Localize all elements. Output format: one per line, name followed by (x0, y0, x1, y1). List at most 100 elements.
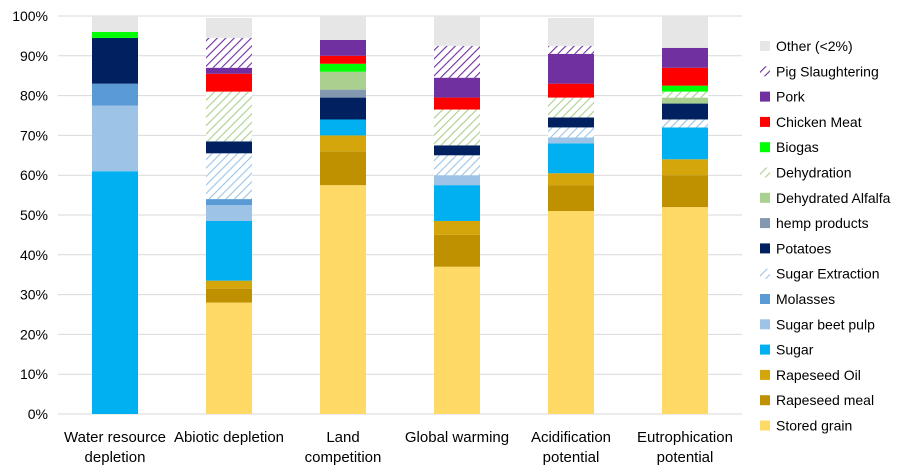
legend-swatch (760, 218, 770, 229)
bar-segment (320, 16, 366, 40)
legend-swatch (760, 142, 770, 153)
legend-swatch (760, 91, 770, 102)
bar-segment (662, 91, 708, 98)
legend-swatch (760, 41, 770, 51)
bar-segment (662, 119, 708, 128)
bar-segment (92, 16, 138, 32)
legend-item: Pork (760, 89, 806, 105)
bar-segment (662, 127, 708, 160)
bar-segment (206, 91, 252, 142)
bar-stack (548, 17, 594, 414)
legend: Other (<2%) Pig Slaughtering Pork Chicken M… (760, 38, 891, 434)
bar-segment (320, 185, 366, 414)
bar-segment (434, 266, 480, 414)
bar-segment (434, 109, 480, 146)
legend-swatch (760, 116, 770, 127)
bar-segment (92, 37, 138, 84)
y-tick-label: 70% (20, 127, 48, 143)
bar-segment (548, 173, 594, 186)
legend-item: Chicken Meat (760, 114, 862, 130)
legend-item: Molasses (760, 291, 835, 307)
bar-segment (434, 220, 480, 235)
bar-segment (548, 127, 594, 138)
gridlines (58, 15, 742, 415)
legend-item: Dehydration (760, 165, 852, 181)
x-category-label: Eutrophication potential (637, 429, 733, 466)
legend-label: Pig Slaughtering (776, 63, 879, 79)
x-axis-categories: Water resource depletion Abiotic depletion… (64, 429, 733, 466)
bar-segment (320, 97, 366, 120)
legend-label: Pork (776, 89, 806, 105)
bar-stack (320, 16, 366, 414)
legend-item: Rapeseed Oil (760, 367, 861, 383)
bar-segment (662, 207, 708, 414)
bar-segment (548, 17, 594, 46)
bar-segment (206, 220, 252, 281)
legend-label: Sugar Extraction (776, 266, 880, 282)
y-tick-label: 30% (20, 287, 48, 303)
bar-stack (662, 16, 708, 414)
y-tick-label: 90% (20, 48, 48, 64)
bar-segment (320, 39, 366, 56)
bar-segment (548, 53, 594, 84)
legend-label: Molasses (776, 291, 835, 307)
legend-label: Dehydration (776, 165, 852, 181)
bar-segment (206, 17, 252, 38)
legend-swatch (760, 294, 770, 304)
x-category-label: Land competition (305, 429, 382, 466)
legend-item: Potatoes (760, 240, 831, 256)
legend-swatch (760, 192, 770, 203)
y-tick-label: 10% (20, 366, 48, 382)
legend-label: Rapeseed meal (776, 392, 874, 408)
bar-segment (320, 63, 366, 72)
bar-segment (548, 137, 594, 144)
bar-segment (434, 234, 480, 267)
bar-segment (662, 16, 708, 48)
bar-segment (92, 171, 138, 414)
y-tick-label: 40% (20, 247, 48, 263)
bar-segment (548, 117, 594, 128)
bar-segment (320, 151, 366, 186)
bar-segment (206, 141, 252, 154)
bar-segment (548, 185, 594, 212)
y-tick-label: 20% (20, 326, 48, 342)
bar-stack (434, 16, 480, 414)
bars (92, 16, 708, 414)
legend-swatch (760, 167, 770, 178)
bar-segment (320, 89, 366, 98)
legend-swatch (760, 395, 770, 406)
legend-label: Biogas (776, 139, 819, 155)
legend-item: Stored grain (760, 418, 852, 434)
bar-segment (434, 145, 480, 156)
bar-segment (548, 211, 594, 414)
legend-item: Rapeseed meal (760, 392, 874, 408)
bar-segment (206, 37, 252, 68)
bar-segment (206, 280, 252, 289)
legend-item: Other (<2%) (760, 38, 853, 54)
bar-segment (434, 175, 480, 186)
legend-label: Dehydrated Alfalfa (776, 190, 891, 206)
bar-segment (434, 97, 480, 110)
bar-segment (206, 153, 252, 200)
bar-segment (548, 45, 594, 54)
bar-segment (320, 71, 366, 90)
legend-label: Other (<2%) (776, 38, 853, 54)
bar-segment (206, 205, 252, 221)
legend-item: hemp products (760, 215, 869, 231)
legend-label: hemp products (776, 215, 869, 231)
legend-item: Biogas (760, 139, 819, 155)
y-tick-label: 100% (12, 8, 48, 24)
legend-swatch (760, 344, 770, 355)
bar-stack (206, 17, 252, 414)
legend-swatch (760, 420, 770, 431)
bar-segment (92, 105, 138, 172)
x-category-label: Global warming (405, 429, 509, 446)
y-tick-label: 0% (28, 406, 48, 422)
legend-item: Sugar (760, 342, 814, 358)
bar-segment (434, 16, 480, 46)
bar-segment (662, 85, 708, 92)
bar-segment (548, 143, 594, 174)
y-tick-label: 80% (20, 88, 48, 104)
legend-label: Stored grain (776, 418, 852, 434)
